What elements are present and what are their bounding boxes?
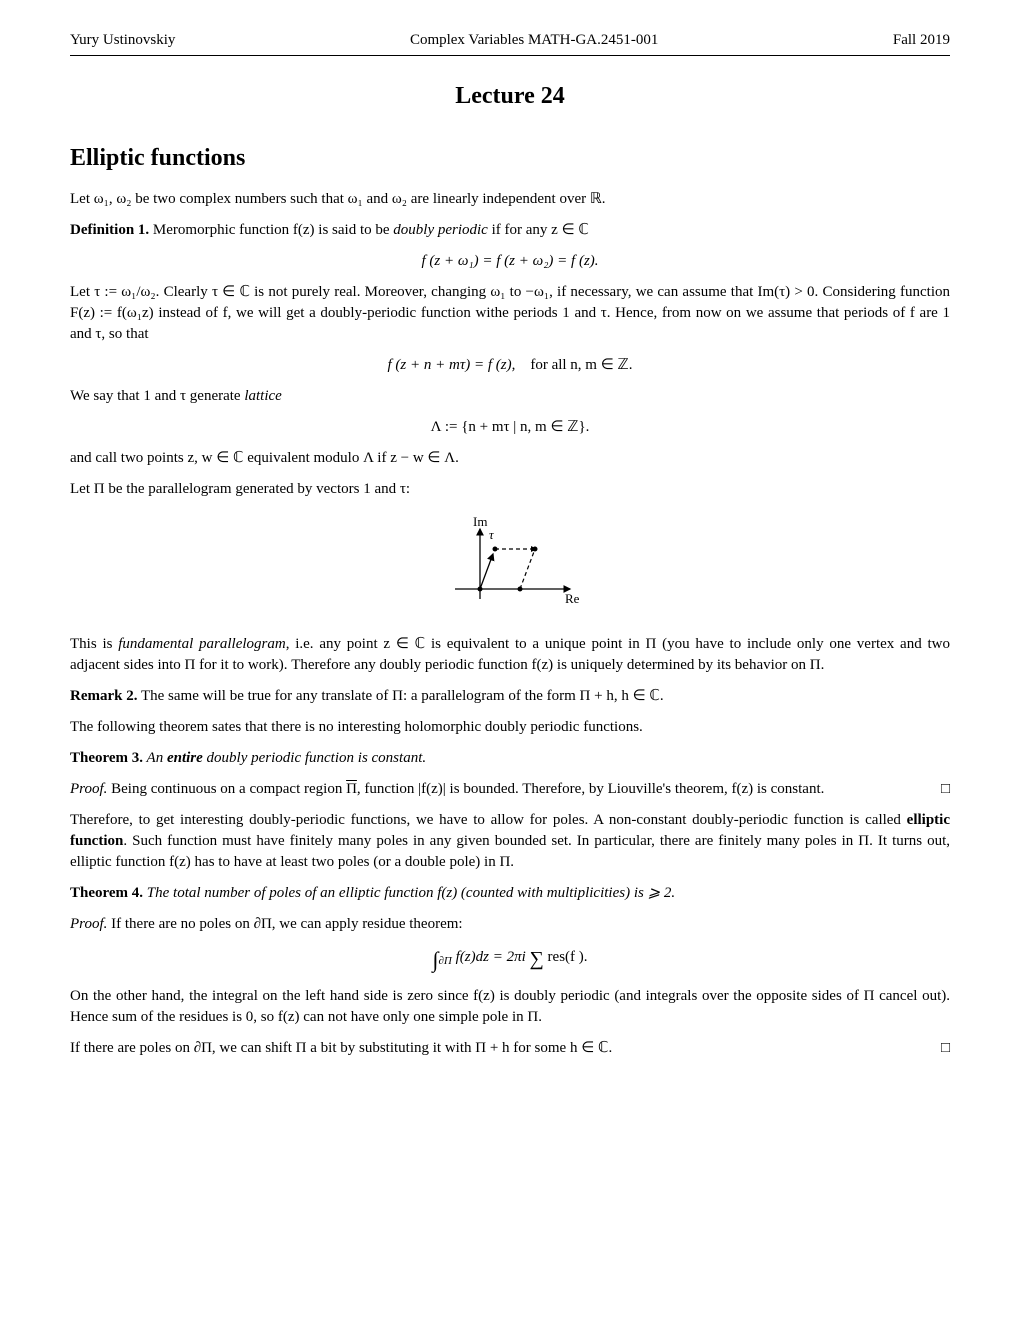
equation-periodicity-a: f (z + n + mτ) = f (z), — [388, 357, 516, 373]
parallelogram-svg: Im τ Re — [435, 514, 585, 609]
re-label: Re — [565, 591, 580, 606]
proof-3-label: Proof. — [70, 781, 107, 797]
parallelogram-diagram: Im τ Re — [70, 514, 950, 616]
section-title: Elliptic functions — [70, 142, 950, 176]
proof-3-text-b: , function |f(z)| is bounded. Therefore,… — [357, 781, 824, 797]
sum-symbol: ∑ — [530, 948, 544, 970]
definition-1-text-b: if for any z ∈ ℂ — [488, 222, 589, 238]
proof-4-intro: Proof. If there are no poles on ∂Π, we c… — [70, 914, 950, 935]
lattice-text: We say that 1 and τ generate — [70, 388, 244, 404]
remark-2: Remark 2. The same will be true for any … — [70, 686, 950, 707]
shift-text: If there are poles on ∂Π, we can shift Π… — [70, 1040, 612, 1056]
on-other-hand-paragraph: On the other hand, the integral on the l… — [70, 986, 950, 1028]
equation-lattice-content: Λ := {n + mτ | n, m ∈ ℤ}. — [431, 419, 590, 435]
proof-4-text: If there are no poles on ∂Π, we can appl… — [107, 916, 462, 932]
definition-1: Definition 1. Meromorphic function f(z) … — [70, 220, 950, 241]
equation-doubly-periodic: f (z + ω₁) = f (z + ω₂) = f (z). — [70, 251, 950, 272]
theorem-4-text: The total number of poles of an elliptic… — [143, 885, 675, 901]
theorem-3-text-a: An — [143, 750, 167, 766]
header-rule — [70, 55, 950, 56]
proof-4-label: Proof. — [70, 916, 107, 932]
tau-label: τ — [489, 527, 495, 542]
header-term: Fall 2019 — [893, 30, 950, 51]
equation-residue-mid: f(z)dz = 2πi — [452, 949, 530, 965]
no-interesting-paragraph: The following theorem sates that there i… — [70, 717, 950, 738]
shift-paragraph: If there are poles on ∂Π, we can shift Π… — [70, 1038, 950, 1059]
qed-icon-2 — [941, 1038, 950, 1059]
qed-icon — [941, 779, 950, 800]
equation-residue: ∫∂Π f(z)dz = 2πi ∑ res(f ). — [70, 945, 950, 976]
fund-text-a: This is — [70, 636, 118, 652]
remark-2-label: Remark 2. — [70, 688, 138, 704]
fund-em: fundamental parallelogram — [118, 636, 285, 652]
equation-lattice: Λ := {n + mτ | n, m ∈ ℤ}. — [70, 417, 950, 438]
tau-vector — [480, 554, 493, 589]
lattice-em: lattice — [244, 388, 282, 404]
tau-paragraph: Let τ := ω₁/ω₂. Clearly τ ∈ ℂ is not pur… — [70, 282, 950, 345]
lecture-title: Lecture 24 — [70, 80, 950, 114]
header-course: Complex Variables MATH-GA.2451-001 — [410, 30, 658, 51]
equiv-paragraph: and call two points z, w ∈ ℂ equivalent … — [70, 448, 950, 469]
lattice-paragraph: We say that 1 and τ generate lattice — [70, 386, 950, 407]
theorem-3: Theorem 3. An entire doubly periodic fun… — [70, 748, 950, 769]
equation-periodicity: f (z + n + mτ) = f (z), for all n, m ∈ ℤ… — [70, 355, 950, 376]
proof-3: Proof. Being continuous on a compact reg… — [70, 779, 950, 800]
definition-1-label: Definition 1. — [70, 222, 149, 238]
equation-periodicity-b: for all n, m ∈ ℤ. — [530, 357, 632, 373]
theorem-3-text-b: doubly periodic function is constant. — [203, 750, 426, 766]
fundamental-paragraph: This is fundamental parallelogram, i.e. … — [70, 634, 950, 676]
integral-sub: ∂Π — [439, 955, 452, 967]
definition-1-text-a: Meromorphic function f(z) is said to be — [149, 222, 393, 238]
proof-3-pibar: Π — [346, 781, 357, 797]
therefore-text-b: . Such function must have finitely many … — [70, 833, 950, 870]
intro-paragraph: Let ω₁, ω₂ be two complex numbers such t… — [70, 189, 950, 210]
equation-residue-tail: res(f ). — [544, 949, 588, 965]
definition-1-em: doubly periodic — [393, 222, 488, 238]
dash-right — [520, 549, 535, 589]
therefore-text-a: Therefore, to get interesting doubly-per… — [70, 812, 907, 828]
theorem-4-label: Theorem 4. — [70, 885, 143, 901]
therefore-paragraph: Therefore, to get interesting doubly-per… — [70, 810, 950, 873]
parallelogram-paragraph: Let Π be the parallelogram generated by … — [70, 479, 950, 500]
im-label: Im — [473, 514, 487, 529]
theorem-3-label: Theorem 3. — [70, 750, 143, 766]
header-author: Yury Ustinovskiy — [70, 30, 175, 51]
theorem-4: Theorem 4. The total number of poles of … — [70, 883, 950, 904]
page-header: Yury Ustinovskiy Complex Variables MATH-… — [70, 30, 950, 51]
remark-2-text: The same will be true for any translate … — [138, 688, 664, 704]
theorem-3-bold: entire — [167, 750, 203, 766]
proof-3-text-a: Being continuous on a compact region — [107, 781, 346, 797]
